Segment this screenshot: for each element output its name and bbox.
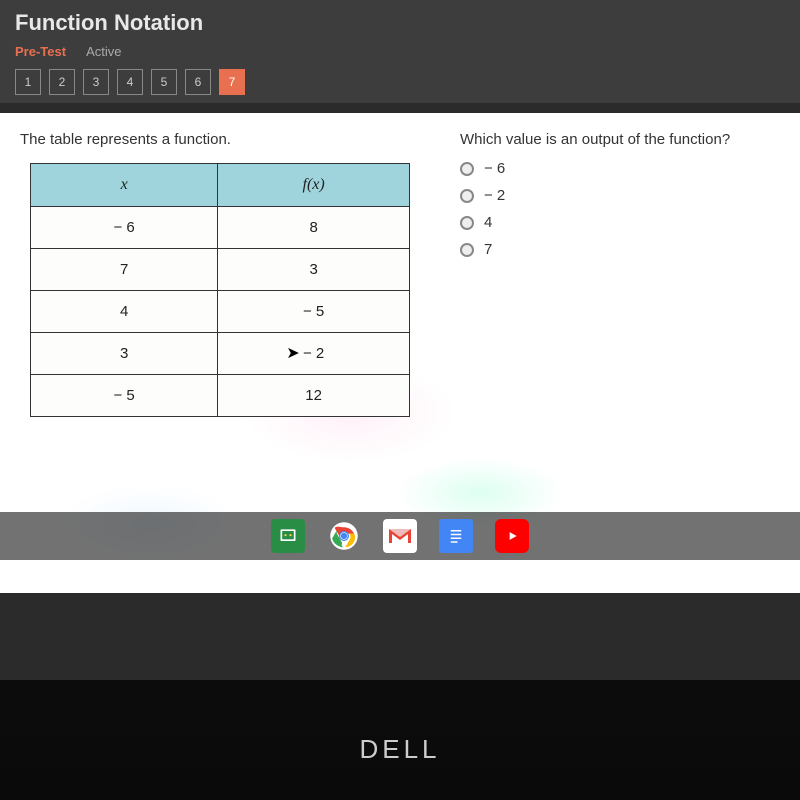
- nav-1[interactable]: 1: [15, 69, 41, 95]
- option-label: − 2: [484, 187, 505, 204]
- chrome-icon[interactable]: [327, 519, 361, 553]
- nav-7[interactable]: 7: [219, 69, 245, 95]
- table-row: 7 3: [31, 249, 410, 291]
- option-label: 7: [484, 241, 492, 258]
- left-prompt: The table represents a function.: [20, 131, 420, 148]
- col-x: x: [31, 164, 218, 207]
- nav-4[interactable]: 4: [117, 69, 143, 95]
- option-label: 4: [484, 214, 492, 231]
- option-d[interactable]: 7: [460, 241, 780, 258]
- mouse-cursor-icon: ➤: [286, 343, 299, 363]
- youtube-icon[interactable]: [495, 519, 529, 553]
- radio-icon[interactable]: [460, 162, 474, 176]
- taskbar: [0, 512, 800, 560]
- question-text: Which value is an output of the function…: [460, 131, 780, 148]
- tab-pretest[interactable]: Pre-Test: [15, 44, 66, 59]
- question-nav: 1 2 3 4 5 6 7: [15, 69, 785, 95]
- tab-active[interactable]: Active: [86, 44, 121, 59]
- brand-logo: DELL: [0, 734, 800, 765]
- answer-options: − 6 − 2 4 7: [460, 160, 780, 258]
- col-fx: f(x): [218, 164, 410, 207]
- gmail-icon[interactable]: [383, 519, 417, 553]
- radio-icon[interactable]: [460, 243, 474, 257]
- option-a[interactable]: − 6: [460, 160, 780, 177]
- nav-2[interactable]: 2: [49, 69, 75, 95]
- radio-icon[interactable]: [460, 189, 474, 203]
- page-title: Function Notation: [15, 10, 785, 36]
- table-row: 3 ➤ − 2: [31, 333, 410, 375]
- option-label: − 6: [484, 160, 505, 177]
- function-table: x f(x) − 6 8 7 3: [30, 163, 410, 417]
- option-b[interactable]: − 2: [460, 187, 780, 204]
- sub-tabs: Pre-Test Active: [15, 44, 785, 59]
- table-row: − 5 12: [31, 375, 410, 417]
- table-row: 4 − 5: [31, 291, 410, 333]
- option-c[interactable]: 4: [460, 214, 780, 231]
- nav-5[interactable]: 5: [151, 69, 177, 95]
- nav-6[interactable]: 6: [185, 69, 211, 95]
- quiz-header: Function Notation Pre-Test Active 1 2 3 …: [0, 0, 800, 103]
- nav-3[interactable]: 3: [83, 69, 109, 95]
- radio-icon[interactable]: [460, 216, 474, 230]
- docs-icon[interactable]: [439, 519, 473, 553]
- table-row: − 6 8: [31, 207, 410, 249]
- classroom-icon[interactable]: [271, 519, 305, 553]
